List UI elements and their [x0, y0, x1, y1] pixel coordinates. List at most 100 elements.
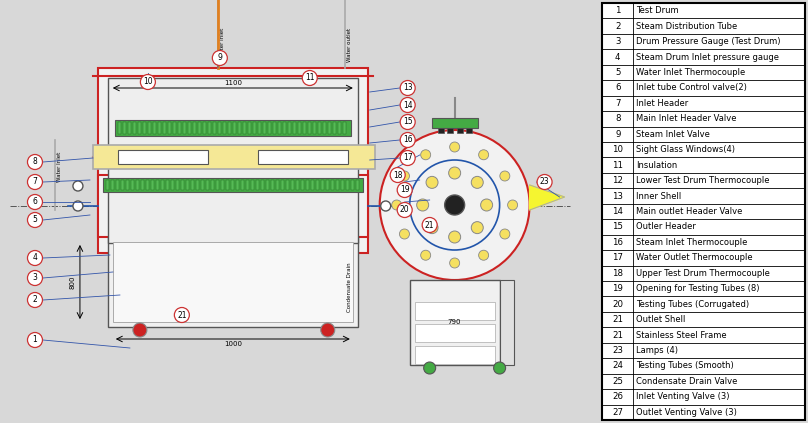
Bar [186, 180, 189, 190]
Circle shape [421, 150, 431, 160]
Circle shape [417, 199, 429, 211]
Bar [128, 122, 131, 134]
Text: Steam Inlet Thermocouple: Steam Inlet Thermocouple [636, 238, 747, 247]
Bar [236, 180, 239, 190]
Bar [415, 346, 494, 364]
Text: 27: 27 [612, 408, 623, 417]
Bar [216, 180, 219, 190]
Text: 17: 17 [612, 253, 623, 262]
Bar [263, 122, 266, 134]
Text: Testing Tubes (Corrugated): Testing Tubes (Corrugated) [636, 299, 749, 309]
Bar [499, 280, 514, 365]
Text: Outlet Venting Valve (3): Outlet Venting Valve (3) [636, 408, 737, 417]
Circle shape [421, 250, 431, 260]
Text: 18: 18 [393, 170, 402, 179]
Bar [256, 180, 259, 190]
Bar [326, 180, 329, 190]
Bar [108, 237, 358, 327]
Text: 15: 15 [612, 222, 623, 231]
Bar [457, 128, 463, 133]
Text: Water Outlet Thermocouple: Water Outlet Thermocouple [636, 253, 752, 262]
Bar [146, 180, 149, 190]
Bar [196, 180, 199, 190]
Text: Inlet tube Control valve(2): Inlet tube Control valve(2) [636, 83, 747, 93]
Text: Insulation: Insulation [636, 161, 677, 170]
Circle shape [507, 200, 518, 210]
Bar [278, 122, 281, 134]
Bar [166, 180, 169, 190]
Bar [303, 122, 305, 134]
Bar [305, 180, 309, 190]
Circle shape [494, 362, 506, 374]
Bar [148, 122, 151, 134]
Bar [321, 180, 324, 190]
Circle shape [302, 71, 318, 85]
Bar [225, 180, 229, 190]
Circle shape [500, 229, 510, 239]
Circle shape [27, 195, 43, 209]
Circle shape [27, 250, 43, 266]
Circle shape [27, 292, 43, 308]
Text: Condensate Drain Valve: Condensate Drain Valve [636, 377, 737, 386]
Text: 10: 10 [612, 145, 623, 154]
Bar [336, 180, 339, 190]
Text: 19: 19 [612, 284, 623, 293]
Bar [151, 180, 154, 190]
Bar [168, 122, 170, 134]
Text: 1: 1 [615, 6, 621, 15]
Bar [203, 122, 206, 134]
Text: 16: 16 [403, 135, 413, 145]
Bar [308, 122, 311, 134]
Circle shape [27, 154, 43, 170]
Bar [333, 122, 336, 134]
Circle shape [400, 80, 415, 96]
Bar [93, 145, 375, 169]
Circle shape [175, 308, 189, 322]
Bar [298, 122, 301, 134]
Circle shape [537, 175, 552, 190]
Circle shape [400, 97, 415, 113]
Bar [261, 180, 263, 190]
Text: 800: 800 [70, 275, 76, 289]
Text: Testing Tubes (Smooth): Testing Tubes (Smooth) [636, 361, 734, 371]
Text: 5: 5 [32, 215, 37, 225]
Text: Inner Shell: Inner Shell [636, 192, 681, 201]
Circle shape [73, 201, 83, 211]
Bar [176, 180, 179, 190]
Circle shape [133, 323, 147, 337]
Circle shape [400, 132, 415, 148]
Bar [281, 180, 284, 190]
Circle shape [400, 115, 415, 129]
Bar [343, 122, 346, 134]
Bar [431, 118, 478, 128]
Circle shape [398, 182, 412, 198]
Bar [178, 122, 181, 134]
Bar [328, 122, 330, 134]
Bar [228, 122, 231, 134]
Bar [123, 122, 126, 134]
Text: 11: 11 [612, 161, 623, 170]
Bar [318, 122, 321, 134]
Bar [126, 180, 129, 190]
Circle shape [471, 222, 483, 233]
Circle shape [321, 323, 335, 337]
Bar [218, 122, 221, 134]
Text: 14: 14 [612, 207, 623, 216]
Text: Outler Header: Outler Header [636, 222, 696, 231]
Bar [115, 120, 351, 136]
Bar [106, 180, 109, 190]
Bar [410, 280, 499, 365]
Text: 21: 21 [177, 310, 187, 319]
Bar [246, 180, 249, 190]
Bar [103, 178, 363, 192]
Text: 13: 13 [612, 192, 623, 201]
Text: 1000: 1000 [224, 120, 242, 126]
Text: Upper Test Drum Thermocouple: Upper Test Drum Thermocouple [636, 269, 770, 278]
Bar [313, 122, 316, 134]
Bar [238, 122, 241, 134]
Bar [301, 180, 304, 190]
Bar [118, 122, 121, 134]
Bar [118, 150, 208, 164]
Circle shape [444, 195, 465, 215]
Text: 7: 7 [32, 178, 37, 187]
